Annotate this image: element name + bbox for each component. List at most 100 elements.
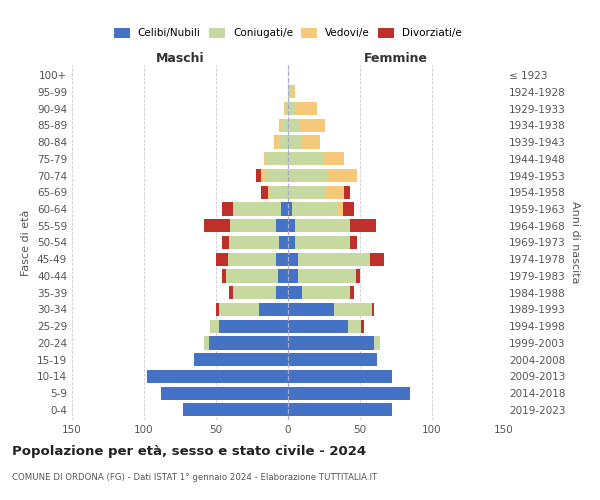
Bar	[233, 202, 288, 215]
Bar	[356, 270, 360, 282]
Bar	[161, 386, 288, 400]
Bar	[328, 169, 357, 182]
Bar	[288, 404, 392, 416]
Y-axis label: Fasce di età: Fasce di età	[22, 210, 31, 276]
Bar	[230, 219, 288, 232]
Bar	[298, 270, 356, 282]
Bar	[226, 270, 288, 282]
Bar	[288, 252, 298, 266]
Bar	[219, 320, 288, 333]
Bar	[230, 219, 288, 232]
Bar	[288, 86, 291, 98]
Bar	[183, 404, 288, 416]
Bar	[205, 336, 288, 349]
Bar	[295, 236, 350, 249]
Bar	[361, 320, 364, 333]
Bar	[263, 152, 288, 166]
Bar	[229, 286, 288, 300]
Bar	[161, 386, 288, 400]
Bar	[219, 303, 288, 316]
Bar	[295, 219, 350, 232]
Bar	[263, 152, 288, 166]
Bar	[277, 286, 288, 300]
Bar	[277, 219, 288, 232]
Bar	[349, 320, 361, 333]
Bar	[280, 119, 288, 132]
Bar	[280, 136, 288, 148]
Bar	[288, 186, 325, 199]
Bar	[280, 236, 288, 249]
Bar	[302, 286, 350, 300]
Bar	[229, 236, 288, 249]
Bar	[338, 202, 343, 215]
Bar	[350, 286, 354, 300]
Bar	[288, 370, 392, 383]
Bar	[147, 370, 288, 383]
Bar	[344, 186, 350, 199]
Bar	[299, 119, 325, 132]
Bar	[371, 303, 374, 316]
Bar	[161, 386, 288, 400]
Text: Femmine: Femmine	[364, 52, 428, 65]
Bar	[298, 252, 370, 266]
Bar	[288, 136, 302, 148]
Bar	[278, 270, 288, 282]
Bar	[210, 320, 288, 333]
Bar	[147, 370, 288, 383]
Bar	[161, 386, 288, 400]
Bar	[284, 102, 288, 115]
Bar	[194, 353, 288, 366]
Bar	[288, 102, 295, 115]
Bar	[229, 236, 288, 249]
Legend: Celibi/Nubili, Coniugati/e, Vedovi/e, Divorziati/e: Celibi/Nubili, Coniugati/e, Vedovi/e, Di…	[110, 24, 466, 42]
Bar	[288, 119, 299, 132]
Bar	[256, 169, 288, 182]
Bar	[194, 353, 288, 366]
Bar	[292, 202, 338, 215]
Bar	[288, 353, 377, 366]
Text: COMUNE DI ORDONA (FG) - Dati ISTAT 1° gennaio 2024 - Elaborazione TUTTITALIA.IT: COMUNE DI ORDONA (FG) - Dati ISTAT 1° ge…	[12, 473, 377, 482]
Bar	[295, 102, 317, 115]
Bar	[222, 270, 288, 282]
Bar	[302, 136, 320, 148]
Bar	[334, 303, 371, 316]
Bar	[288, 336, 374, 349]
Bar	[183, 404, 288, 416]
Bar	[324, 152, 344, 166]
Bar	[194, 353, 288, 366]
Text: Maschi: Maschi	[155, 52, 205, 65]
Bar	[227, 252, 288, 266]
Bar	[280, 119, 288, 132]
Bar	[288, 219, 295, 232]
Bar	[227, 252, 288, 266]
Bar	[274, 136, 288, 148]
Bar	[205, 219, 288, 232]
Bar	[288, 202, 292, 215]
Bar	[370, 252, 385, 266]
Bar	[343, 202, 354, 215]
Bar	[210, 320, 288, 333]
Bar	[222, 202, 288, 215]
Bar	[274, 136, 288, 148]
Bar	[281, 202, 288, 215]
Bar	[269, 186, 288, 199]
Bar	[325, 186, 344, 199]
Bar	[216, 303, 288, 316]
Y-axis label: Anni di nascita: Anni di nascita	[569, 201, 580, 284]
Bar	[233, 202, 288, 215]
Bar	[260, 186, 288, 199]
Bar	[233, 286, 288, 300]
Bar	[277, 252, 288, 266]
Bar	[288, 152, 324, 166]
Bar	[194, 353, 288, 366]
Bar	[216, 252, 288, 266]
Bar	[265, 169, 288, 182]
Bar	[288, 303, 334, 316]
Bar	[266, 152, 288, 166]
Bar	[282, 119, 288, 132]
Text: Popolazione per età, sesso e stato civile - 2024: Popolazione per età, sesso e stato civil…	[12, 445, 366, 458]
Bar	[205, 336, 288, 349]
Bar	[233, 286, 288, 300]
Bar	[288, 236, 295, 249]
Bar	[350, 219, 376, 232]
